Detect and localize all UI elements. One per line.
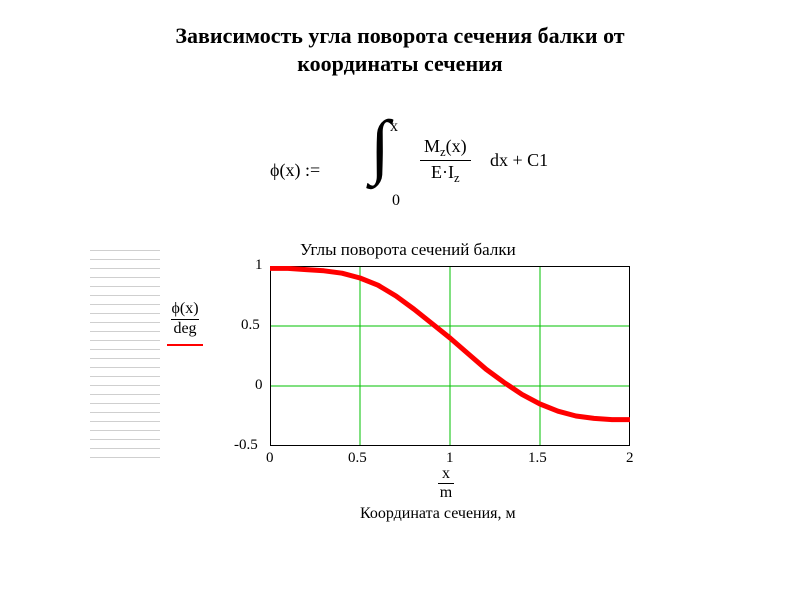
- x-tick-label: 2: [626, 450, 634, 467]
- y-axis-legend: ϕ(x) deg: [150, 300, 220, 346]
- series-color-swatch: [167, 344, 203, 346]
- slide: { "title_line1": "Зависимость угла повор…: [0, 0, 800, 600]
- formula-lhs: ϕ(x) :=: [270, 160, 320, 181]
- formula-block: ϕ(x) := ∫ x 0 Mz(x) E·Iz dx + C1: [260, 120, 600, 220]
- page-title: Зависимость угла поворота сечения балки …: [0, 0, 800, 77]
- x-tick-label: 0: [266, 450, 274, 467]
- formula-tail: dx + C1: [490, 150, 548, 171]
- integral-upper: x: [390, 118, 398, 136]
- y-tick-label: 1: [255, 257, 263, 274]
- x-tick-label: 1.5: [528, 450, 547, 467]
- y-tick-label: 0: [255, 377, 263, 394]
- x-axis-label: Координата сечения, м: [360, 505, 516, 523]
- chart-svg: [270, 266, 630, 446]
- y-legend-denominator: deg: [150, 320, 220, 338]
- y-tick-label: 0.5: [241, 317, 260, 334]
- ruled-lines-decoration: [90, 250, 160, 466]
- plot-area: [270, 266, 630, 446]
- y-legend-numerator: ϕ(x): [171, 300, 198, 320]
- integral-lower: 0: [392, 192, 400, 210]
- chart-title: Углы поворота сечений балки: [300, 240, 516, 260]
- formula-fraction: Mz(x) E·Iz: [420, 135, 471, 186]
- x-tick-label: 0.5: [348, 450, 367, 467]
- x-axis-unit: x m: [438, 465, 454, 502]
- title-line1: Зависимость угла поворота сечения балки …: [175, 23, 624, 48]
- fraction-numerator: Mz(x): [420, 135, 471, 161]
- y-tick-label: -0.5: [234, 437, 258, 454]
- fraction-denominator: E·Iz: [420, 161, 471, 186]
- title-line2: координаты сечения: [297, 51, 502, 76]
- integral-icon: ∫: [370, 110, 390, 182]
